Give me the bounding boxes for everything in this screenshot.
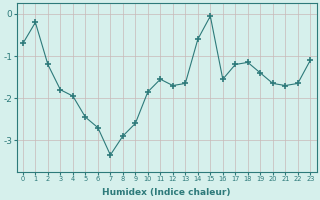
X-axis label: Humidex (Indice chaleur): Humidex (Indice chaleur)	[102, 188, 231, 197]
